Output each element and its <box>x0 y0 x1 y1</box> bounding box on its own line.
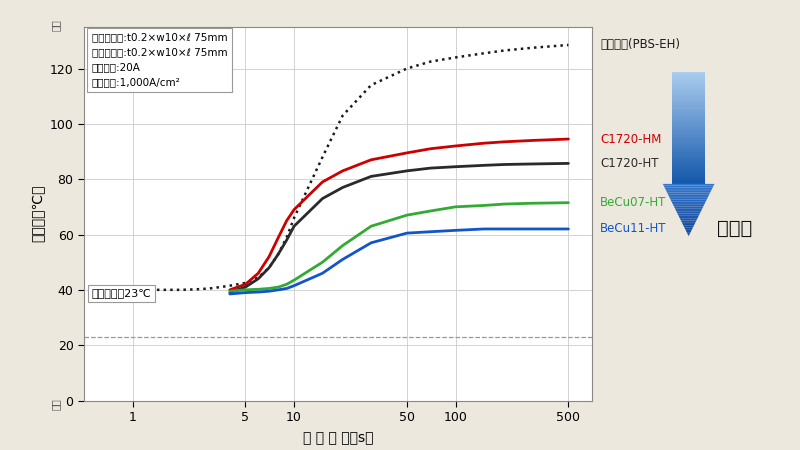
Polygon shape <box>665 187 713 189</box>
Polygon shape <box>688 234 690 236</box>
Polygon shape <box>683 226 694 227</box>
Polygon shape <box>672 141 706 144</box>
Polygon shape <box>680 219 698 220</box>
Polygon shape <box>668 194 710 196</box>
Text: BeCu07-HT: BeCu07-HT <box>600 196 666 209</box>
Polygon shape <box>672 180 706 182</box>
Polygon shape <box>672 144 706 146</box>
Polygon shape <box>672 99 706 101</box>
Polygon shape <box>672 132 706 135</box>
Polygon shape <box>672 155 706 157</box>
Polygon shape <box>682 222 695 224</box>
Polygon shape <box>672 137 706 139</box>
Polygon shape <box>672 182 706 184</box>
Polygon shape <box>672 92 706 94</box>
Polygon shape <box>687 233 690 234</box>
Text: 周囲温度　23℃: 周囲温度 23℃ <box>92 288 151 298</box>
Polygon shape <box>672 171 706 173</box>
Polygon shape <box>672 119 706 121</box>
Polygon shape <box>662 184 714 185</box>
Text: りん青銅(PBS-EH): りん青銅(PBS-EH) <box>600 39 680 51</box>
Polygon shape <box>672 139 706 141</box>
Polygon shape <box>672 76 706 79</box>
Polygon shape <box>672 81 706 83</box>
Polygon shape <box>672 94 706 96</box>
Polygon shape <box>672 130 706 132</box>
Polygon shape <box>672 103 706 105</box>
Polygon shape <box>672 135 706 137</box>
Polygon shape <box>672 159 706 162</box>
Polygon shape <box>682 224 694 226</box>
X-axis label: 通 電 時 間（s）: 通 電 時 間（s） <box>302 431 374 445</box>
Text: C1720-HM: C1720-HM <box>600 133 662 145</box>
Polygon shape <box>672 146 706 148</box>
Polygon shape <box>670 199 706 201</box>
Polygon shape <box>677 212 701 213</box>
Polygon shape <box>672 166 706 168</box>
Polygon shape <box>686 231 691 233</box>
Polygon shape <box>670 198 707 199</box>
Polygon shape <box>679 217 698 219</box>
Polygon shape <box>667 193 710 194</box>
Polygon shape <box>672 203 705 205</box>
Polygon shape <box>672 105 706 108</box>
Polygon shape <box>672 87 706 90</box>
Text: C1720-HT: C1720-HT <box>600 157 659 170</box>
Polygon shape <box>672 128 706 130</box>
Polygon shape <box>672 96 706 99</box>
Polygon shape <box>671 201 706 203</box>
Polygon shape <box>678 213 700 215</box>
Polygon shape <box>672 108 706 110</box>
Polygon shape <box>666 191 711 193</box>
Text: 試験片形状:t0.2×w10×ℓ 75mm
発熱有効部:t0.2×w10×ℓ 75mm
通電電流:20A
電流密度:1,000A/cm²: 試験片形状:t0.2×w10×ℓ 75mm 発熱有効部:t0.2×w10×ℓ 7… <box>92 32 227 87</box>
Polygon shape <box>673 205 704 207</box>
Text: 〜〜: 〜〜 <box>51 19 61 31</box>
Polygon shape <box>676 210 702 212</box>
Polygon shape <box>672 121 706 123</box>
Polygon shape <box>672 157 706 159</box>
Polygon shape <box>672 126 706 128</box>
Polygon shape <box>664 185 714 187</box>
Text: 低発熱: 低発熱 <box>717 219 752 238</box>
Polygon shape <box>684 227 693 229</box>
Polygon shape <box>672 117 706 119</box>
Polygon shape <box>675 208 702 210</box>
Polygon shape <box>666 189 712 191</box>
Text: BeCu11-HT: BeCu11-HT <box>600 222 667 235</box>
Polygon shape <box>685 229 692 231</box>
Polygon shape <box>674 207 703 208</box>
Polygon shape <box>672 162 706 164</box>
Polygon shape <box>672 83 706 85</box>
Polygon shape <box>672 110 706 112</box>
Polygon shape <box>672 114 706 117</box>
Text: 〜〜: 〜〜 <box>51 398 61 410</box>
Polygon shape <box>672 85 706 87</box>
Polygon shape <box>669 196 709 198</box>
Polygon shape <box>672 177 706 180</box>
Polygon shape <box>672 173 706 175</box>
Polygon shape <box>672 101 706 103</box>
Polygon shape <box>672 150 706 153</box>
Polygon shape <box>672 168 706 171</box>
Y-axis label: 温　度（℃）: 温 度（℃） <box>30 185 44 243</box>
Polygon shape <box>672 175 706 177</box>
Polygon shape <box>672 112 706 114</box>
Polygon shape <box>678 215 699 217</box>
Polygon shape <box>672 164 706 166</box>
Polygon shape <box>672 72 706 74</box>
Polygon shape <box>672 148 706 150</box>
Polygon shape <box>672 74 706 76</box>
Polygon shape <box>672 90 706 92</box>
Polygon shape <box>672 153 706 155</box>
Polygon shape <box>672 123 706 126</box>
Polygon shape <box>681 220 696 222</box>
Polygon shape <box>672 79 706 81</box>
